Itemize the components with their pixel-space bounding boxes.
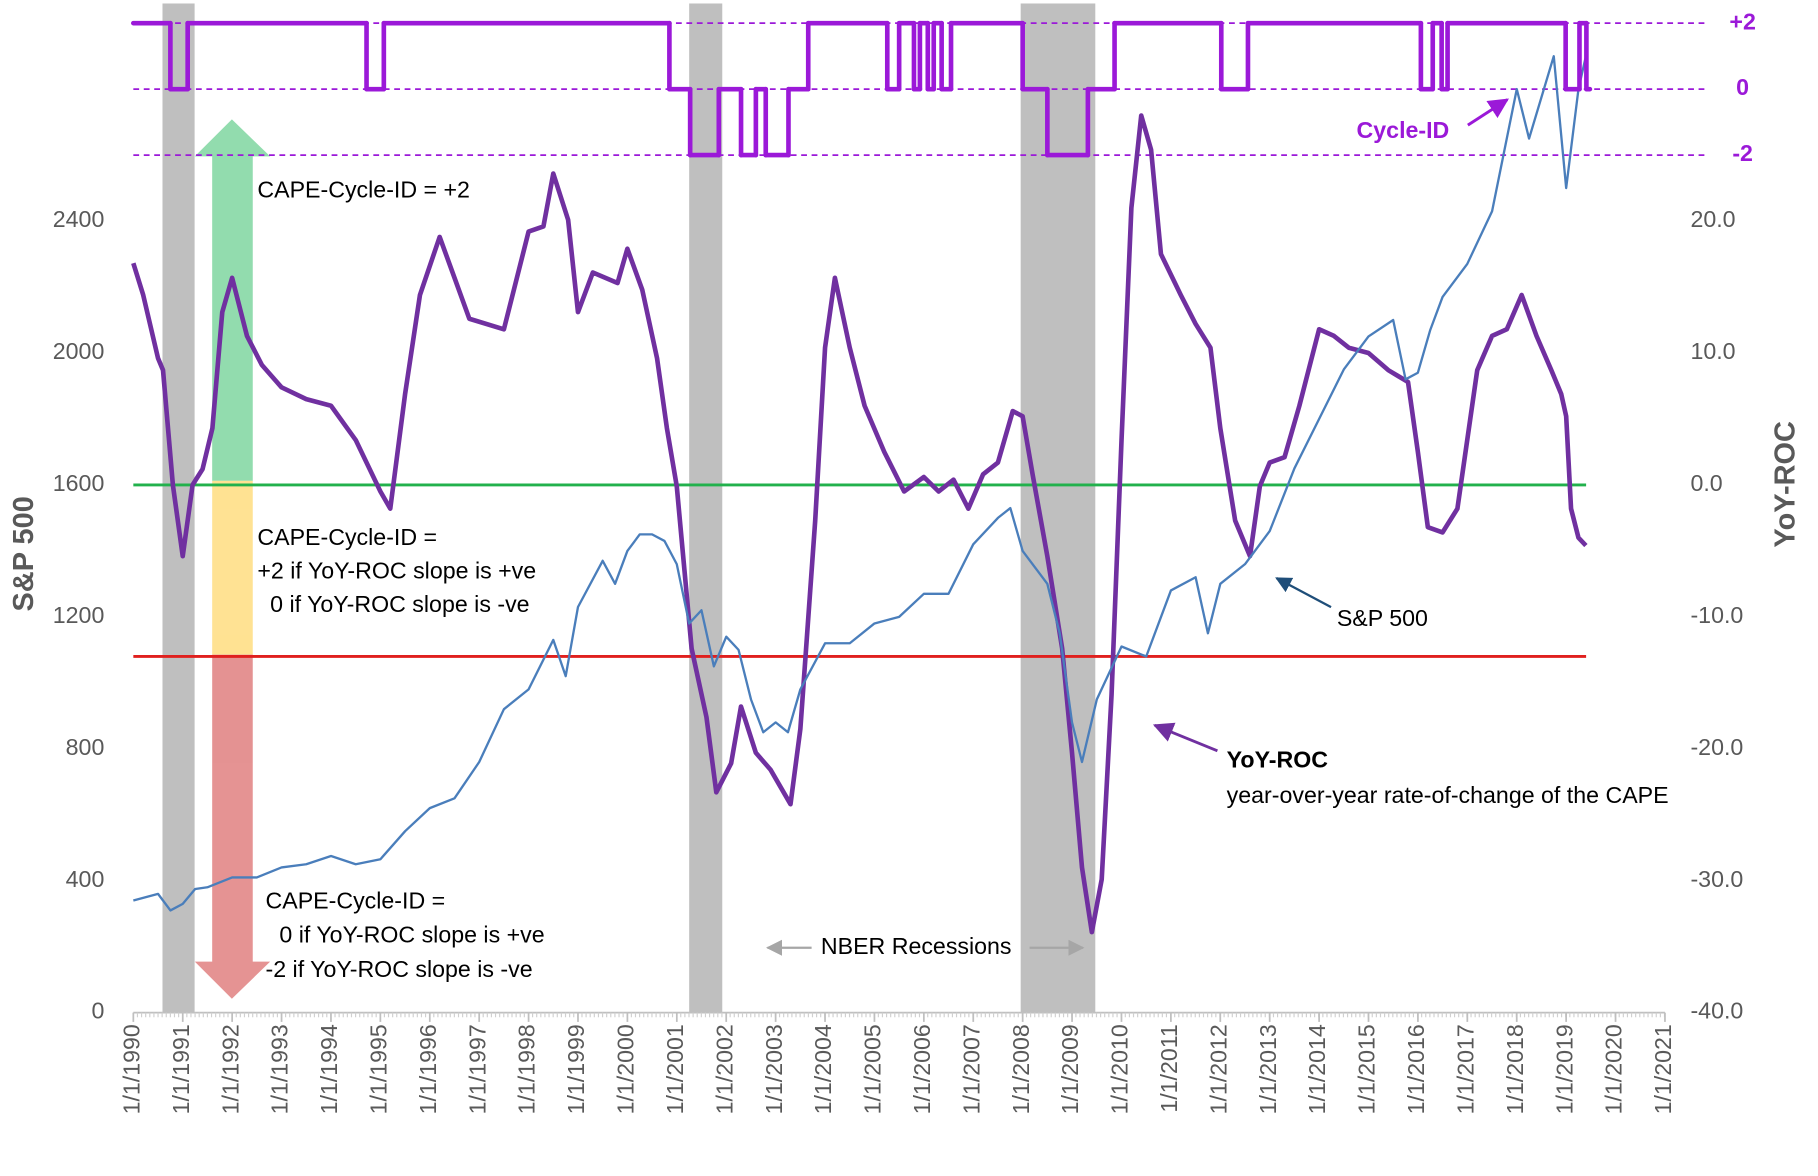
series-annotation: YoY-ROC: [1227, 746, 1329, 772]
recession-label: NBER Recessions: [821, 933, 1012, 959]
x-tick-label: 1/1/2002: [711, 1024, 737, 1114]
data-layer: 04008001200160020002400-40.0-30.0-20.0-1…: [53, 8, 1756, 1114]
recession-band: [1020, 3, 1096, 1013]
x-tick-label: 1/1/2005: [860, 1024, 886, 1114]
x-tick-label: 1/1/1996: [415, 1024, 441, 1114]
x-tick-label: 1/1/2014: [1304, 1024, 1330, 1114]
x-tick-label: 1/1/2017: [1452, 1024, 1478, 1114]
x-tick-label: 1/1/2021: [1650, 1024, 1676, 1114]
annotation: 0 if YoY-ROC slope is -ve: [270, 591, 529, 617]
x-tick-label: 1/1/1995: [365, 1024, 391, 1114]
y2-tick-label: 20.0: [1690, 206, 1735, 232]
y-tick-label: 2000: [53, 338, 105, 364]
x-tick-label: 1/1/2018: [1502, 1024, 1528, 1114]
x-tick-label: 1/1/1991: [168, 1024, 194, 1114]
x-tick-label: 1/1/2012: [1205, 1024, 1231, 1114]
annotation: year-over-year rate-of-change of the CAP…: [1227, 782, 1669, 808]
x-tick-label: 1/1/1990: [118, 1024, 144, 1114]
x-tick-label: 1/1/2009: [1057, 1024, 1083, 1114]
x-tick-label: 1/1/1998: [514, 1024, 540, 1114]
series-annotation: S&P 500: [1337, 605, 1428, 631]
y2-tick-label: -40.0: [1690, 998, 1743, 1024]
annotation: 0 if YoY-ROC slope is +ve: [279, 921, 544, 947]
x-tick-label: 1/1/2004: [810, 1024, 836, 1114]
x-tick-label: 1/1/1999: [563, 1024, 589, 1114]
y2-tick-label: -30.0: [1690, 866, 1743, 892]
y-axis-title: S&P 500: [8, 496, 40, 611]
y3-tick-label: +2: [1729, 8, 1755, 34]
x-tick-label: 1/1/2006: [909, 1024, 935, 1114]
y2-tick-label: -20.0: [1690, 734, 1743, 760]
green-up-arrow: [194, 119, 271, 481]
x-tick-label: 1/1/2011: [1156, 1024, 1182, 1112]
y2-axis-title: YoY-ROC: [1769, 421, 1801, 548]
y-tick-label: 1200: [53, 602, 105, 628]
annotation: CAPE-Cycle-ID = +2: [257, 176, 470, 202]
background-layer: [162, 3, 1096, 1013]
y2-tick-label: -10.0: [1690, 602, 1743, 628]
x-tick-label: 1/1/1993: [267, 1024, 293, 1114]
series-line: [133, 55, 1588, 912]
annotation: CAPE-Cycle-ID =: [266, 888, 446, 914]
x-tick-label: 1/1/2003: [761, 1024, 787, 1114]
x-tick-label: 1/1/2019: [1551, 1024, 1577, 1114]
x-tick-label: 1/1/2008: [1008, 1024, 1034, 1114]
y-tick-label: 800: [66, 734, 105, 760]
annotation-arrow: [1152, 722, 1218, 753]
annotation: +2 if YoY-ROC slope is +ve: [257, 557, 536, 583]
y-tick-label: 2400: [53, 206, 105, 232]
series-annotation: Cycle-ID: [1357, 117, 1450, 143]
x-tick-label: 1/1/2000: [613, 1024, 639, 1114]
y-tick-label: 400: [66, 866, 105, 892]
x-tick-label: 1/1/2010: [1107, 1024, 1133, 1114]
annotation-arrow: [1467, 98, 1509, 127]
series-line: [131, 113, 1588, 935]
y2-tick-label: 10.0: [1690, 338, 1735, 364]
y2-tick-label: 0.0: [1690, 470, 1722, 496]
x-tick-label: 1/1/2020: [1601, 1024, 1627, 1114]
x-tick-label: 1/1/2001: [662, 1024, 688, 1114]
y-tick-label: 0: [91, 998, 104, 1024]
x-tick-label: 1/1/1997: [464, 1024, 490, 1114]
x-tick-label: 1/1/1994: [316, 1024, 342, 1114]
annotation: CAPE-Cycle-ID =: [257, 524, 437, 550]
x-tick-label: 1/1/2015: [1354, 1024, 1380, 1114]
x-tick-label: 1/1/1992: [217, 1024, 243, 1114]
annotation: -2 if YoY-ROC slope is -ve: [266, 956, 533, 982]
red-down-arrow: [194, 654, 271, 999]
y3-tick-label: 0: [1736, 74, 1749, 100]
x-tick-label: 1/1/2007: [958, 1024, 984, 1114]
x-tick-label: 1/1/2013: [1255, 1024, 1281, 1114]
x-tick-label: 1/1/2016: [1403, 1024, 1429, 1114]
annotation-arrow: [1275, 577, 1332, 609]
yellow-zone: [212, 480, 253, 655]
recession-band: [689, 3, 723, 1013]
y3-tick-label: -2: [1732, 140, 1753, 166]
y-tick-label: 1600: [53, 470, 105, 496]
